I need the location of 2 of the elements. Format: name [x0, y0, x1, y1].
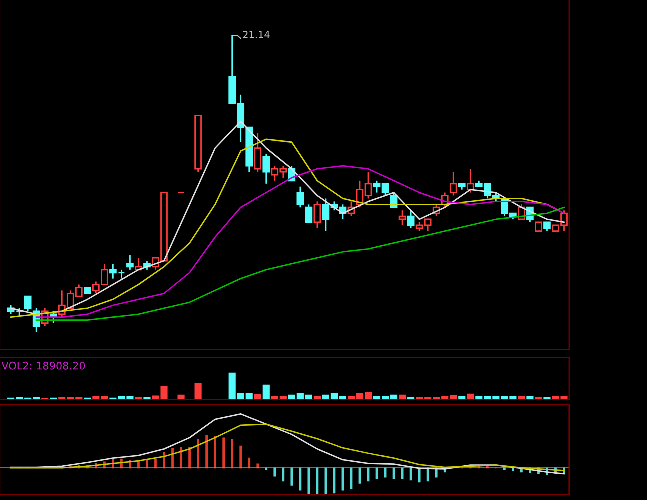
- chart-title: VOL2: 18908.20: [2, 362, 86, 370]
- annotation: 21.14: [243, 31, 270, 38]
